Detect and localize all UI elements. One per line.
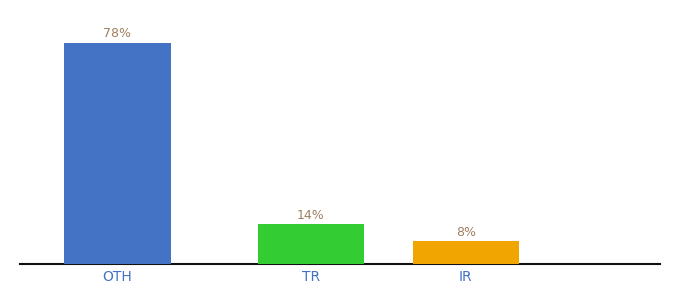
Bar bbox=[258, 224, 364, 264]
Text: 78%: 78% bbox=[103, 28, 131, 40]
Text: 8%: 8% bbox=[456, 226, 476, 238]
Bar bbox=[64, 43, 171, 264]
Text: 14%: 14% bbox=[297, 208, 325, 222]
Bar bbox=[413, 242, 519, 264]
